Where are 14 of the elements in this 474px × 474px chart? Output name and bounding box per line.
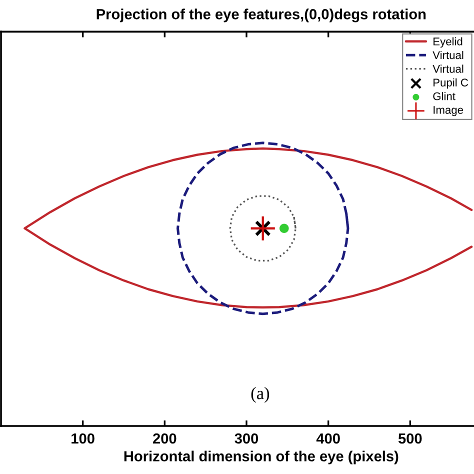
- x-tick-label: 400: [316, 433, 340, 444]
- legend-label: Virtual: [432, 50, 464, 60]
- chart-title: Projection of the eye features,(0,0)degs rotation: [96, 8, 426, 22]
- legend-label: Virtual: [432, 64, 464, 73]
- x-tick-label: 500: [398, 433, 422, 444]
- legend-label: Glint: [433, 92, 456, 100]
- legend-label: Pupil C: [434, 78, 468, 89]
- x-tick-label: 300: [234, 433, 258, 444]
- legend-label: Image: [434, 106, 464, 116]
- x-tick-label: 100: [72, 433, 94, 444]
- x-axis-title: Horizontal dimension of the eye (pixels): [124, 450, 398, 464]
- x-tick-label: 200: [153, 433, 176, 444]
- annotation: (a): [251, 386, 270, 403]
- legend-label: Eyelid: [434, 37, 462, 48]
